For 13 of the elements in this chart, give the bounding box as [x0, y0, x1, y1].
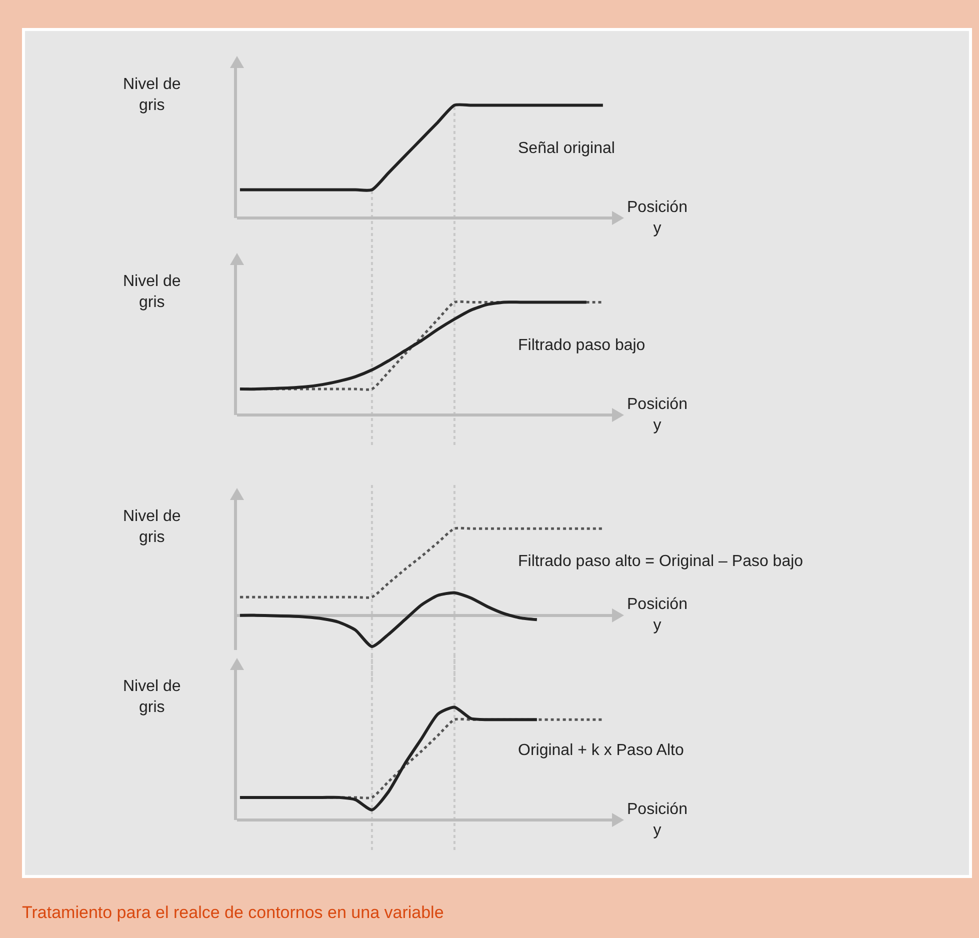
- y-axis-title: Nivel de gris: [123, 76, 181, 114]
- x-axis-title: Posición y: [627, 396, 688, 434]
- x-axis-title: Posición y: [627, 199, 688, 237]
- text: Filtrado paso alto = Original – Paso bajo: [518, 552, 804, 570]
- x-axis-title: Posición y: [627, 596, 688, 634]
- y-axis-title: Nivel de gris: [123, 508, 181, 546]
- y-axis-title: Nivel de gris: [123, 273, 181, 311]
- series-label: Original + k x Paso Alto: [518, 742, 684, 759]
- text: Filtrado paso bajo: [518, 337, 646, 354]
- text: Tratamiento para el realce de contornos en una variable: [22, 903, 444, 923]
- x-axis-title: Posición y: [627, 801, 688, 839]
- y-axis-title: Nivel de gris: [123, 678, 181, 716]
- text: Señal original: [518, 140, 615, 157]
